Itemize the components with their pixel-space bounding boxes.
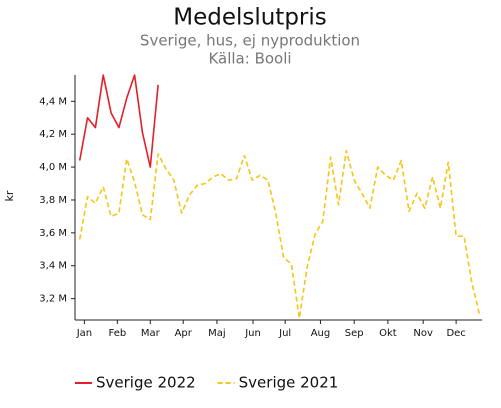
legend-label: Sverige 2021 [239,374,339,392]
series-line [78,74,159,168]
x-tick-label: Apr [175,328,193,339]
chart-subtitle: Källa: Booli [208,50,291,68]
x-tick-label: Feb [108,328,126,339]
legend-label: Sverige 2022 [96,374,196,392]
x-tick-label: Dec [446,328,465,339]
x-tick-label: Sep [345,328,364,339]
y-tick-label: 4,0 M [39,162,67,173]
y-axis-label: kr [3,190,16,201]
x-tick-label: Aug [311,328,331,339]
y-tick-label: 3,2 M [39,294,67,305]
y-tick-label: 3,4 M [39,261,67,272]
x-tick-label: Okt [379,328,397,339]
series-line [78,149,481,320]
y-tick-label: 3,6 M [39,228,67,239]
y-tick-label: 4,4 M [39,96,67,107]
x-tick-label: Maj [208,328,226,339]
x-tick-label: Jul [278,328,291,339]
x-tick-label: Jan [76,328,92,339]
x-tick-label: Nov [413,328,433,339]
x-tick-label: Jun [244,328,261,339]
y-tick-label: 4,2 M [39,129,67,140]
chart-title: Medelslutpris [173,5,327,31]
y-tick-label: 3,8 M [39,195,67,206]
x-tick-label: Mar [141,328,161,339]
chart-subtitle: Sverige, hus, ej nyproduktion [140,32,360,50]
